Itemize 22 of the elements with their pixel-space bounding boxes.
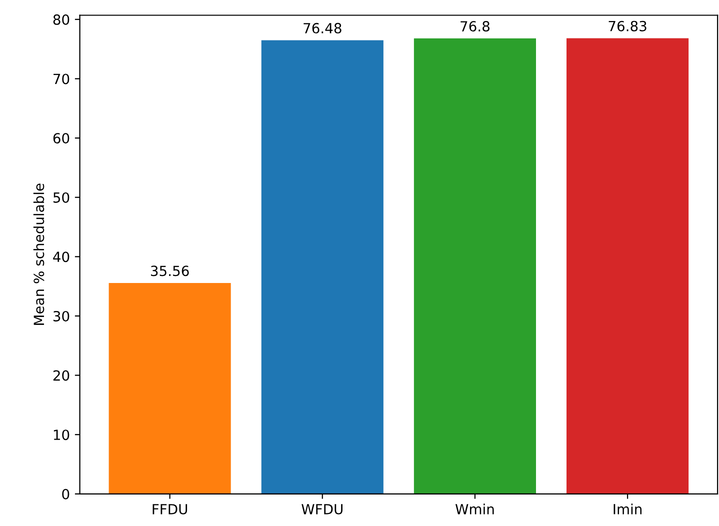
data-label: 35.56 <box>151 266 189 276</box>
y-tick-label: 60 <box>53 133 70 144</box>
data-label: 76.83 <box>608 20 646 32</box>
y-tick-label: 0 <box>62 488 70 500</box>
y-tick-label: 70 <box>54 74 70 84</box>
bar <box>261 40 384 494</box>
bar <box>566 38 689 494</box>
y-tick-label: 80 <box>53 14 70 25</box>
y-axis-title: Mean % schedulable <box>33 184 44 325</box>
bar <box>108 282 231 494</box>
y-tick-label: 40 <box>53 252 70 262</box>
x-tick-label: WFDU <box>302 504 342 514</box>
bar <box>414 38 536 494</box>
x-tick-label: FFDU <box>152 504 188 514</box>
x-tick-label: Wmin <box>455 504 494 514</box>
data-label: 76.48 <box>304 22 342 34</box>
y-tick-label: 10 <box>54 430 70 440</box>
x-tick-label: Imin <box>614 504 642 514</box>
y-tick-label: 30 <box>53 310 70 322</box>
y-tick-label: 50 <box>53 192 70 203</box>
y-tick-label: 20 <box>53 370 70 381</box>
data-label: 76.8 <box>460 21 490 32</box>
